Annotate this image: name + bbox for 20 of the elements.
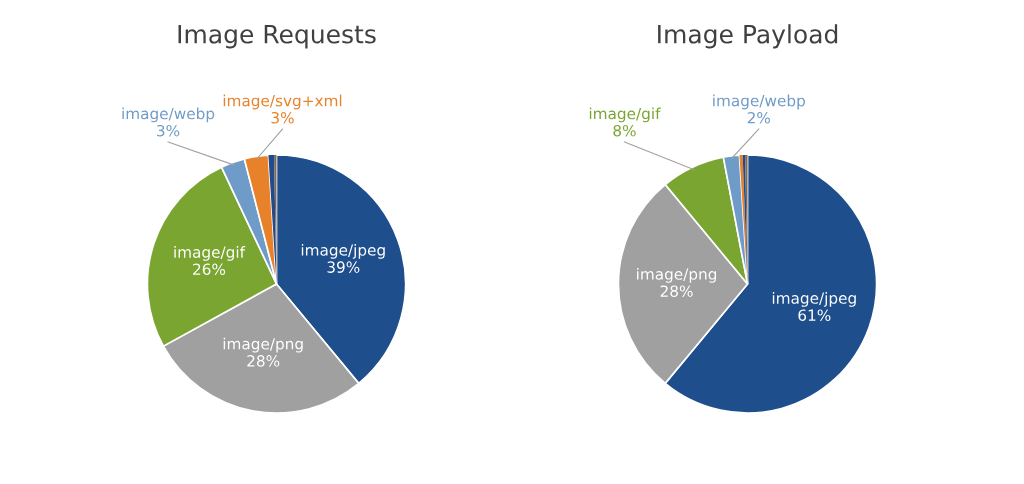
slice-label: image/jpeg: [772, 292, 856, 307]
data-label: 28%: [247, 355, 280, 367]
data-label: 28%: [660, 285, 693, 297]
slice-label: image/png: [637, 268, 717, 283]
data-label: 8%: [613, 124, 636, 137]
data-label: 2%: [747, 111, 771, 124]
data-label: 26%: [193, 263, 226, 275]
data-label: 61%: [798, 309, 831, 321]
data-label: 3%: [271, 111, 294, 124]
slice-label: image/gif: [174, 246, 246, 261]
data-label: 3%: [157, 124, 180, 137]
chart-title: Image Payload: [658, 24, 838, 49]
data-label: 39%: [327, 261, 360, 273]
slice-label: image/svg+xml: [223, 94, 342, 110]
slice-label: image/jpeg: [301, 243, 385, 259]
chart-title: Image Requests: [178, 24, 376, 49]
slice-label: image/gif: [589, 107, 661, 123]
slice-label: image/webp: [713, 94, 805, 110]
slice-label: image/webp: [122, 107, 215, 123]
slice-label: image/png: [223, 337, 303, 353]
